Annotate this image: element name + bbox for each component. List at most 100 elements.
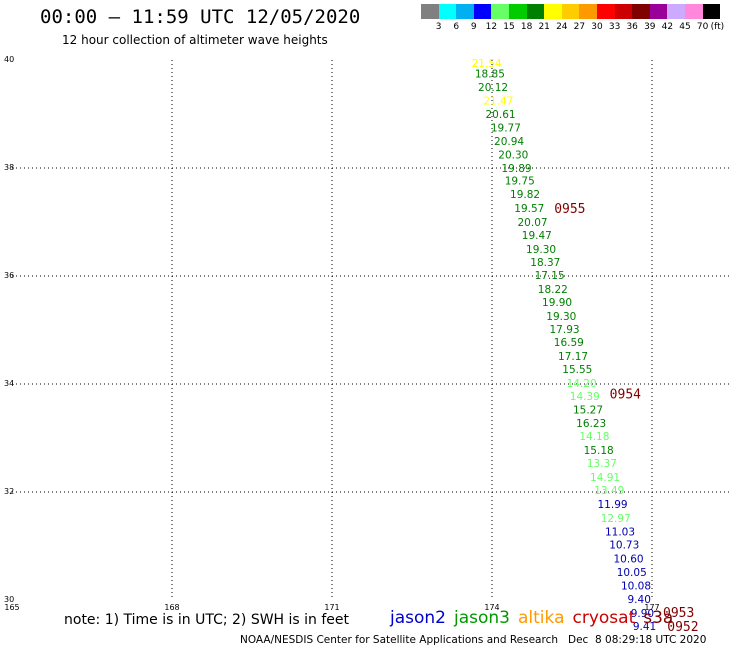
y-tick-label: 38 xyxy=(4,163,14,172)
wave-height-label: 10.60 xyxy=(614,553,644,565)
wave-height-label: 10.08 xyxy=(621,580,651,592)
wave-height-label: 11.03 xyxy=(605,526,635,538)
satellite-name: jason2 xyxy=(390,608,446,628)
legend-swatch xyxy=(491,4,509,19)
wave-height-label: 18.37 xyxy=(530,257,560,269)
wave-height-label: 9.41 xyxy=(633,621,656,633)
note-text: note: 1) Time is in UTC; 2) SWH is in fe… xyxy=(64,612,350,628)
legend-tick-label: 36 xyxy=(626,22,638,32)
legend-tick-label: 42 xyxy=(661,22,674,32)
legend-tick-label: 45 xyxy=(679,22,691,32)
wave-height-label: 21.47 xyxy=(483,96,513,108)
wave-height-label: 14.91 xyxy=(590,472,620,484)
x-tick-label: 165 xyxy=(4,603,19,612)
legend-unit: (ft) xyxy=(710,22,725,32)
time-label: 0955 xyxy=(554,202,585,217)
time-label: 0954 xyxy=(610,388,641,403)
wave-height-label: 19.75 xyxy=(505,175,535,187)
legend-tick-label: 70 xyxy=(696,22,709,32)
legend-swatch xyxy=(614,4,633,19)
footer-credit: NOAA/NESDIS Center for Satellite Applica… xyxy=(240,634,707,646)
y-tick-label: 30 xyxy=(4,595,14,604)
axis-layer: 165 168 171 174 177 40 38 36 34 32 30 xyxy=(4,55,660,612)
wave-height-label: 19.30 xyxy=(526,244,556,256)
wave-height-label: 19.82 xyxy=(510,189,540,201)
chart-subtitle: 12 hour collection of altimeter wave hei… xyxy=(62,33,328,47)
legend-tick-label: 24 xyxy=(556,22,568,32)
legend-swatch xyxy=(632,4,650,19)
legend-swatch xyxy=(596,4,615,19)
wave-height-label: 18.22 xyxy=(538,284,568,296)
legend-swatches xyxy=(421,4,721,19)
legend-tick-label: 33 xyxy=(608,22,621,32)
grid-layer xyxy=(12,60,732,600)
legend-ticks: 3 6 9 12 15 18 21 24 27 30 33 36 39 42 45 70 (ft) xyxy=(421,19,724,33)
wave-height-label: 20.61 xyxy=(486,109,516,121)
color-legend: 3 6 9 12 15 18 21 24 27 30 33 36 39 42 45 70 (ft) xyxy=(421,4,724,36)
legend-swatch xyxy=(456,4,474,19)
legend-tick-label: 3 xyxy=(435,22,442,32)
chart-title: 00:00 – 11:59 UTC 12/05/2020 xyxy=(40,6,361,28)
wave-height-label: 21.54 xyxy=(472,58,502,70)
time-label: 0952 xyxy=(667,620,698,635)
wave-height-label: 19.90 xyxy=(542,297,572,309)
x-tick-label: 168 xyxy=(164,603,179,612)
wave-height-label: 14.39 xyxy=(570,391,600,403)
wave-height-label: 10.73 xyxy=(609,539,639,551)
legend-tick-label: 15 xyxy=(503,22,515,32)
wave-height-label: 20.94 xyxy=(494,136,524,148)
wave-height-label: 10.05 xyxy=(617,567,647,579)
wave-height-label: 17.93 xyxy=(550,324,580,336)
legend-swatch xyxy=(544,4,562,19)
satellite-name: jason3 xyxy=(454,608,510,628)
wave-height-label: 9.90 xyxy=(631,608,654,620)
wave-height-label: 16.23 xyxy=(576,418,606,430)
legend-swatch xyxy=(579,4,597,19)
legend-tick-label: 6 xyxy=(453,22,460,32)
legend-tick-label: 9 xyxy=(470,22,477,32)
legend-tick-label: 27 xyxy=(573,22,586,32)
legend-swatch xyxy=(473,4,492,19)
satellite-legend: jason2 jason3 altika cryosat s3a xyxy=(390,608,673,628)
y-tick-label: 40 xyxy=(4,55,14,64)
wave-height-label: 12.97 xyxy=(601,513,631,525)
wave-height-label: 15.18 xyxy=(584,445,614,457)
wave-height-label: 19.57 xyxy=(514,203,544,215)
satellite-name: cryosat xyxy=(572,608,636,628)
wave-height-label: 15.55 xyxy=(562,364,592,376)
x-tick-label: 177 xyxy=(644,603,659,612)
satellite-name: altika xyxy=(518,608,565,628)
legend-tick-label: 39 xyxy=(644,22,656,32)
wave-height-label: 14.18 xyxy=(579,431,609,443)
y-tick-label: 34 xyxy=(4,379,14,388)
wave-height-label: 19.89 xyxy=(502,163,532,175)
wave-height-label: 13.37 xyxy=(587,458,617,470)
legend-swatch xyxy=(438,4,457,19)
wave-height-label: 19.77 xyxy=(491,123,521,135)
legend-swatch xyxy=(702,4,721,19)
legend-swatch xyxy=(649,4,668,19)
legend-swatch xyxy=(667,4,685,19)
x-tick-label: 174 xyxy=(484,603,499,612)
satellite-name: s3a xyxy=(643,608,674,628)
legend-swatch xyxy=(508,4,527,19)
wave-height-label: 18.85 xyxy=(475,69,505,81)
legend-swatch xyxy=(561,4,580,19)
wave-height-label: 19.30 xyxy=(546,311,576,323)
wave-height-label: 20.30 xyxy=(498,150,528,162)
wave-height-label: 9.40 xyxy=(628,594,651,606)
legend-swatch xyxy=(684,4,703,19)
legend-swatch xyxy=(526,4,545,19)
wave-height-label: 20.12 xyxy=(478,82,508,94)
y-tick-label: 32 xyxy=(4,487,14,496)
wave-height-label: 11.99 xyxy=(598,499,628,511)
legend-tick-label: 30 xyxy=(591,22,603,32)
legend-tick-label: 12 xyxy=(485,22,498,32)
time-label: 0953 xyxy=(663,606,694,621)
legend-tick-label: 18 xyxy=(520,22,533,32)
wave-height-label: 17.15 xyxy=(535,270,565,282)
legend-swatch xyxy=(421,4,439,19)
